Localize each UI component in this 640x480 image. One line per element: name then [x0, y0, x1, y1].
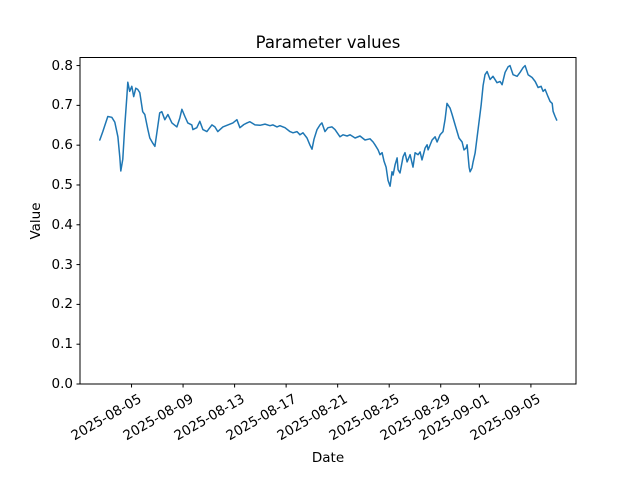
y-tick-label: 0.6 — [51, 137, 73, 154]
series-line — [99, 64, 558, 187]
tick-marks — [76, 65, 532, 388]
y-tick-label: 0.2 — [51, 296, 73, 313]
y-tick-label: 0.4 — [51, 216, 73, 233]
y-tick-label: 0.7 — [51, 97, 73, 114]
y-tick-label: 0.0 — [51, 376, 73, 392]
y-tick-label: 0.3 — [51, 256, 73, 273]
y-tick-label: 0.8 — [51, 57, 73, 74]
chart-title: Parameter values — [255, 33, 401, 52]
x-axis-label: Date — [311, 450, 345, 466]
y-axis-label: Value — [28, 202, 44, 240]
y-tick-label: 0.5 — [51, 176, 73, 193]
y-tick-label: 0.1 — [51, 336, 73, 353]
axes-spines — [79, 57, 577, 385]
